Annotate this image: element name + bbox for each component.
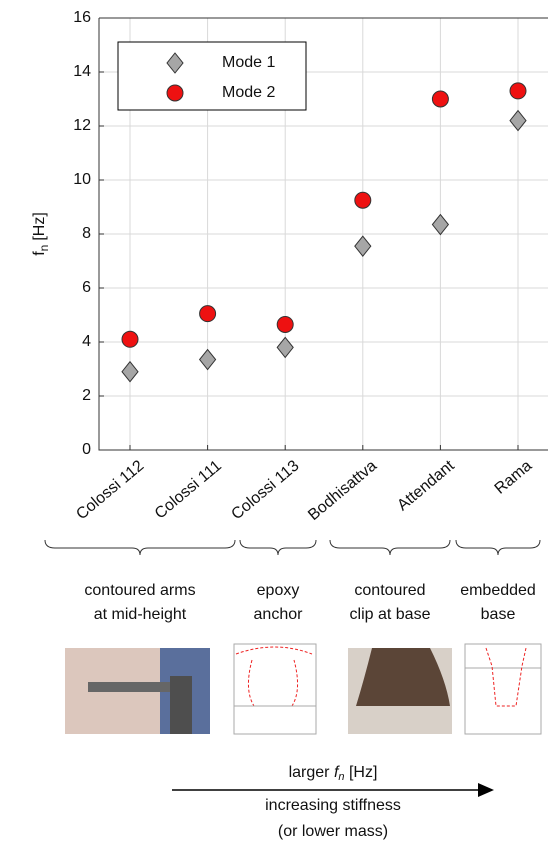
group-label: contoured arms <box>84 582 195 599</box>
y-tick-label: 12 <box>73 117 91 134</box>
y-label-text: [Hz] <box>31 212 48 240</box>
arrow-label: (or lower mass) <box>278 823 388 840</box>
legend: Mode 1 Mode 2 <box>118 42 306 110</box>
y-tick-label: 6 <box>82 279 91 296</box>
group-label: clip at base <box>350 606 431 623</box>
y-tick-label: 8 <box>82 225 91 242</box>
y-label-text: n <box>37 245 51 252</box>
y-tick-label: 10 <box>73 171 91 188</box>
sketch <box>234 644 316 734</box>
group-label: at mid-height <box>94 606 187 623</box>
marker-circle <box>277 316 293 332</box>
group-label: base <box>481 606 516 623</box>
y-tick-label: 14 <box>73 63 91 80</box>
arrow-text: [Hz] <box>345 764 378 781</box>
y-tick-label: 16 <box>73 9 91 26</box>
chart: larger fn [Hz] increasing stiffness (or … <box>0 0 555 844</box>
marker-circle <box>200 306 216 322</box>
y-tick-label: 0 <box>82 441 91 458</box>
marker-circle <box>510 83 526 99</box>
arrow-label: increasing stiffness <box>265 797 401 814</box>
illustrations <box>65 644 541 734</box>
marker-circle <box>122 331 138 347</box>
group-label: anchor <box>254 606 304 623</box>
marker-circle <box>432 91 448 107</box>
legend-box <box>118 42 306 110</box>
arrow-label: larger fn [Hz] <box>289 764 378 783</box>
arrow-text: larger <box>289 764 334 781</box>
group-label: contoured <box>354 582 425 599</box>
marker-circle <box>355 192 371 208</box>
marker-circle <box>167 85 183 101</box>
y-tick-label: 4 <box>82 333 91 350</box>
group-label: epoxy <box>257 582 300 599</box>
legend-label: Mode 2 <box>222 84 275 101</box>
group-label: embedded <box>460 582 536 599</box>
legend-label: Mode 1 <box>222 54 275 71</box>
sketch <box>465 644 541 734</box>
y-tick-label: 2 <box>82 387 91 404</box>
page: larger fn [Hz] increasing stiffness (or … <box>0 0 555 844</box>
photo-clamp <box>170 676 192 734</box>
